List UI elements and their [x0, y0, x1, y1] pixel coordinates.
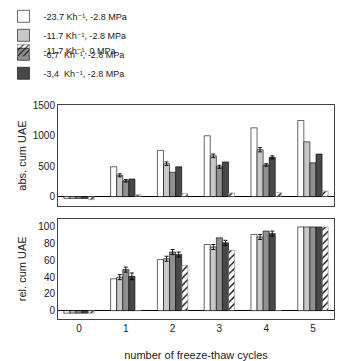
svg-text:60: 60 [44, 255, 56, 266]
svg-text:2: 2 [170, 323, 176, 334]
svg-text:0: 0 [49, 191, 55, 202]
svg-text:80: 80 [44, 238, 56, 249]
svg-text:5: 5 [310, 323, 316, 334]
svg-text:3: 3 [217, 323, 223, 334]
svg-text:100: 100 [38, 221, 55, 232]
svg-text:4: 4 [263, 323, 269, 334]
svg-text:-3,4 Kh⁻¹, -2.8 MPa: -3,4 Kh⁻¹, -2.8 MPa [43, 69, 124, 79]
svg-text:rel. cum UAE: rel. cum UAE [16, 236, 28, 301]
svg-text:1000: 1000 [33, 130, 56, 141]
svg-text:0: 0 [76, 323, 82, 334]
svg-text:20: 20 [44, 288, 56, 299]
svg-text:0: 0 [49, 305, 55, 316]
svg-text:number of freeze-thaw cycles: number of freeze-thaw cycles [124, 349, 268, 361]
svg-text:500: 500 [38, 161, 55, 172]
svg-text:-11.7 Kh⁻¹, 0 MPa: -11.7 Kh⁻¹, 0 MPa [43, 46, 115, 56]
svg-text:abs. cum UAE: abs. cum UAE [16, 120, 28, 190]
svg-text:1: 1 [123, 323, 129, 334]
svg-text:1500: 1500 [33, 100, 56, 111]
svg-text:-11.7 Kh⁻¹, -2.8 MPa: -11.7 Kh⁻¹, -2.8 MPa [43, 31, 126, 41]
svg-text:40: 40 [44, 272, 56, 283]
svg-text:-23.7 Kh⁻¹, -2.8 MPa: -23.7 Kh⁻¹, -2.8 MPa [43, 12, 126, 22]
